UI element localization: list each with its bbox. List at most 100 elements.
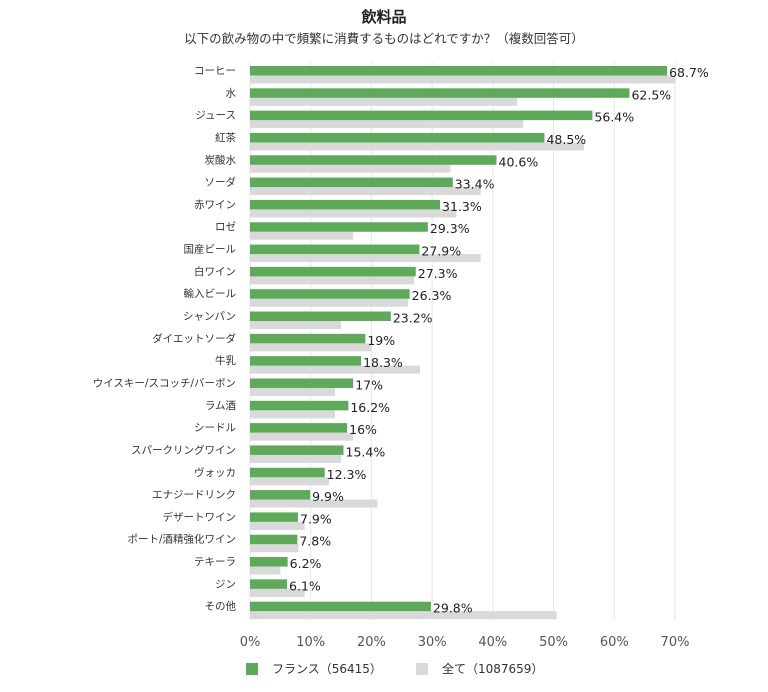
bar-france [250,512,298,522]
bar-france [250,199,441,210]
bar-france [250,132,545,143]
data-label: 62.5% [631,87,671,102]
category-label: ソーダ [205,176,237,189]
category-label: その他 [205,600,237,613]
bar-all [250,544,299,553]
category-label: ジュース [195,110,236,122]
bar-all [250,231,354,240]
bar-france [250,601,431,612]
category-label: 白ワイン [194,265,236,278]
bar-france [250,266,416,277]
data-label: 33.4% [455,177,495,192]
bar-france [250,289,410,299]
data-label: 6.2% [290,556,322,571]
data-label: 40.6% [499,154,539,169]
bar-france [250,222,428,232]
x-tick-label: 70% [661,635,690,650]
bar-france [250,244,420,255]
bar-france [250,311,391,322]
bar-all [250,387,335,396]
bar-all [250,432,354,441]
category-label: テキーラ [194,556,236,568]
chart-title: 飲料品 [361,8,407,26]
data-label: 48.5% [546,132,586,147]
category-label: ウイスキー/スコッチ/バーボン [93,377,236,389]
bar-france [250,534,298,545]
category-label: 国産ビール [184,243,237,256]
x-tick-label: 20% [357,635,386,650]
bar-all [250,298,408,307]
bar-france [250,579,288,589]
bar-all [250,343,372,352]
data-label: 16% [349,422,377,437]
bar-all [250,321,342,330]
bar-all [250,276,414,285]
x-tick-label: 10% [296,635,325,650]
category-label: デザートワイン [163,510,237,523]
legend-label-france: フランス（56415） [272,662,382,676]
x-tick-label: 60% [600,635,629,650]
data-label: 17% [355,377,383,392]
category-label: ポート/酒精強化ワイン [127,533,236,546]
bar-france [250,155,497,165]
category-label: ダイエットソーダ [152,332,236,345]
legend-label-all: 全て（1087659） [441,662,544,676]
data-label: 7.9% [300,511,332,526]
bar-france [250,423,348,433]
data-label: 18.3% [363,355,403,370]
legend: フランス（56415） 全て（1087659） [246,660,577,677]
bar-all [250,365,420,374]
bar-all [250,410,335,419]
bar-all [250,499,378,508]
bar-all [250,187,481,196]
data-label: 23.2% [393,311,433,326]
data-label: 27.9% [421,244,461,259]
category-label: 水 [226,87,237,99]
data-label: 29.8% [433,601,473,616]
data-label: 12.3% [327,467,367,482]
bar-all [250,75,675,84]
data-label: 29.3% [430,221,470,236]
bar-all [250,611,557,620]
bar-all [250,521,305,530]
bar-all [250,97,518,106]
category-label: 紅茶 [215,131,236,144]
bar-all [250,588,305,597]
bar-france [250,356,362,366]
bar-france [250,490,311,500]
data-label: 27.3% [418,266,458,281]
bar-france [250,400,349,411]
bar-all [250,566,281,575]
bar-france [250,333,366,344]
bar-france [250,110,593,121]
legend-item-france: フランス（56415） [246,660,382,677]
category-label: 牛乳 [215,354,236,367]
bar-france [250,88,630,98]
bar-all [250,142,584,151]
x-tick-label: 30% [418,635,447,650]
legend-swatch-france [246,662,258,675]
bar-all [250,209,457,218]
bar-france [250,467,325,478]
category-label: シャンパン [183,311,236,323]
category-label: シードル [194,422,236,434]
data-label: 19% [367,333,395,348]
legend-swatch-all [415,662,428,675]
category-label: ラム酒 [205,399,237,412]
data-label: 7.8% [299,534,331,549]
bar-all [250,477,329,486]
data-label: 6.1% [289,578,321,593]
data-label: 68.7% [669,65,709,80]
category-label: ヴォッカ [194,466,236,479]
data-label: 31.3% [442,199,482,214]
bar-france [250,177,453,188]
x-tick-label: 0% [240,635,261,650]
data-label: 16.2% [350,400,390,415]
data-label: 56.4% [594,110,634,125]
bar-all [250,454,342,463]
bar-all [250,254,481,263]
category-label: 輸入ビール [184,287,237,300]
category-label: ジン [215,578,236,590]
data-label: 15.4% [346,444,386,459]
